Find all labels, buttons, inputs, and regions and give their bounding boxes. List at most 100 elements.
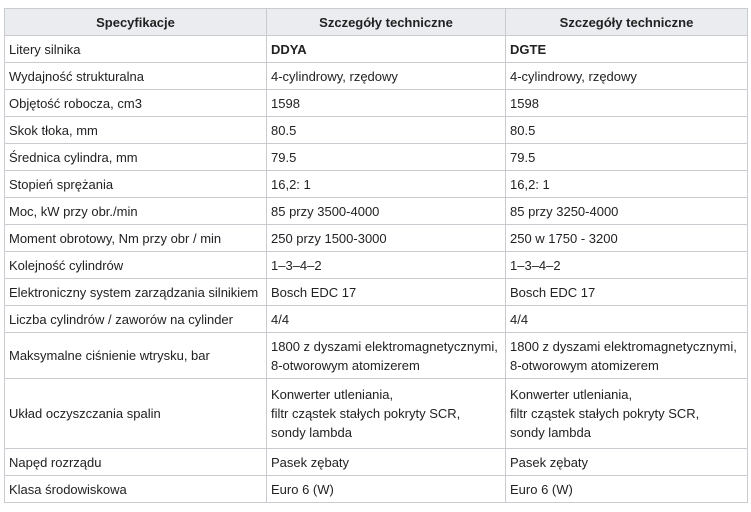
table-row: Maksymalne ciśnienie wtrysku, bar 1800 z … [4, 332, 748, 379]
spec-value-line: 250 w 1750 - 3200 [510, 230, 618, 246]
spec-value-line: Euro 6 (W) [271, 481, 334, 497]
table-header: Specyfikacje Szczegóły techniczne Szczeg… [4, 8, 748, 36]
spec-value-line: Bosch EDC 17 [271, 284, 357, 300]
table-row: Wydajność strukturalna 4-cylindrowy, rzęd… [4, 62, 748, 90]
spec-value-dgte: Konwerter utleniania, filtr cząstek stały… [505, 378, 748, 449]
table-row: Objętość robocza, cm3 1598 1598 [4, 89, 748, 117]
spec-value-line: 1–3–4–2 [510, 257, 561, 273]
spec-value-dgte: 4/4 [505, 305, 748, 333]
spec-value-line: 1800 z dyszami elektromagnetycznymi, [271, 338, 498, 354]
spec-value-dgte: 1–3–4–2 [505, 251, 748, 279]
spec-value-ddya: Bosch EDC 17 [266, 278, 506, 306]
table-row: Układ oczyszczania spalin Konwerter utlen… [4, 378, 748, 449]
spec-value-line: 80.5 [271, 122, 297, 138]
spec-value-ddya: 80.5 [266, 116, 506, 144]
header-details-ddya: Szczegóły techniczne [266, 8, 506, 36]
spec-value-line: Euro 6 (W) [510, 481, 573, 497]
spec-value-line: Bosch EDC 17 [510, 284, 596, 300]
spec-value-ddya: Euro 6 (W) [266, 475, 506, 503]
table-row: Stopień sprężania 16,2: 1 16,2: 1 [4, 170, 748, 198]
spec-value-line: 79.5 [271, 149, 297, 165]
spec-label: Elektroniczny system zarządzania silniki… [4, 278, 267, 306]
spec-value-line: sondy lambda [510, 425, 591, 440]
table-row: Napęd rozrządu Pasek zębaty Pasek zębaty [4, 448, 748, 476]
spec-value-dgte: Bosch EDC 17 [505, 278, 748, 306]
spec-value-line: Konwerter utleniania, [271, 387, 394, 402]
spec-label: Moment obrotowy, Nm przy obr / min [4, 224, 267, 252]
spec-value-line: 1800 z dyszami elektromagnetycznymi, [510, 338, 737, 354]
spec-value-ddya: Konwerter utleniania, filtr cząstek stały… [266, 378, 506, 449]
spec-value-dgte: 4-cylindrowy, rzędowy [505, 62, 748, 90]
spec-value-line: 8-otworowym atomizerem [271, 357, 420, 373]
spec-value-line: 4/4 [271, 311, 290, 327]
spec-value-dgte: 79.5 [505, 143, 748, 171]
spec-value-line: DGTE [510, 41, 547, 57]
spec-value-line: 1598 [510, 95, 539, 111]
spec-value-dgte: DGTE [505, 35, 748, 63]
spec-label: Kolejność cylindrów [4, 251, 267, 279]
spec-value-dgte: Euro 6 (W) [505, 475, 748, 503]
table-row: Litery silnika DDYA DGTE [4, 35, 748, 63]
spec-label: Objętość robocza, cm3 [4, 89, 267, 117]
spec-value-line: 4-cylindrowy, rzędowy [271, 68, 398, 84]
spec-value-dgte: 85 przy 3250-4000 [505, 197, 748, 225]
spec-value-dgte: Pasek zębaty [505, 448, 748, 476]
engine-spec-table: Specyfikacje Szczegóły techniczne Szczeg… [4, 8, 748, 503]
spec-label: Liczba cylindrów / zaworów na cylinder [4, 305, 267, 333]
spec-value-dgte: 1598 [505, 89, 748, 117]
spec-value-line: filtr cząstek stałych pokryty SCR, [510, 406, 700, 421]
table-row: Skok tłoka, mm 80.5 80.5 [4, 116, 748, 144]
spec-value-line: Pasek zębaty [271, 454, 350, 470]
spec-value-ddya: 250 przy 1500-3000 [266, 224, 506, 252]
spec-value-dgte: 16,2: 1 [505, 170, 748, 198]
spec-value-line: Pasek zębaty [510, 454, 589, 470]
spec-label: Litery silnika [4, 35, 267, 63]
spec-value-line: sondy lambda [271, 425, 352, 440]
spec-label: Średnica cylindra, mm [4, 143, 267, 171]
table-row: Klasa środowiskowa Euro 6 (W) Euro 6 (W) [4, 475, 748, 503]
spec-label: Wydajność strukturalna [4, 62, 267, 90]
spec-label: Klasa środowiskowa [4, 475, 267, 503]
spec-value-dgte: 80.5 [505, 116, 748, 144]
spec-value-line: Konwerter utleniania, [510, 387, 633, 402]
spec-value-ddya: 1–3–4–2 [266, 251, 506, 279]
spec-value-dgte: 250 w 1750 - 3200 [505, 224, 748, 252]
spec-value-line: 4-cylindrowy, rzędowy [510, 68, 637, 84]
spec-value-line: filtr cząstek stałych pokryty SCR, [271, 406, 461, 421]
spec-value-ddya: Pasek zębaty [266, 448, 506, 476]
spec-value-ddya: 16,2: 1 [266, 170, 506, 198]
spec-value-ddya: 1800 z dyszami elektromagnetycznymi, 8-ot… [266, 332, 506, 379]
spec-value-ddya: 85 przy 3500-4000 [266, 197, 506, 225]
spec-value-ddya: 4-cylindrowy, rzędowy [266, 62, 506, 90]
header-row: Specyfikacje Szczegóły techniczne Szczeg… [4, 8, 748, 36]
spec-value-line: 4/4 [510, 311, 529, 327]
spec-value-line: 16,2: 1 [510, 176, 550, 192]
spec-label: Moc, kW przy obr./min [4, 197, 267, 225]
spec-value-line: 85 przy 3250-4000 [510, 203, 619, 219]
spec-value-ddya: 79.5 [266, 143, 506, 171]
spec-label: Maksymalne ciśnienie wtrysku, bar [4, 332, 267, 379]
table-row: Moc, kW przy obr./min 85 przy 3500-4000 85… [4, 197, 748, 225]
spec-value-line: 79.5 [510, 149, 536, 165]
table-row: Moment obrotowy, Nm przy obr / min 250 pr… [4, 224, 748, 252]
table-row: Średnica cylindra, mm 79.5 79.5 [4, 143, 748, 171]
spec-value-line: 80.5 [510, 122, 536, 138]
table-body: Litery silnika DDYA DGTE Wydajność struktur… [4, 35, 748, 503]
table-row: Elektroniczny system zarządzania silniki… [4, 278, 748, 306]
spec-value-dgte: 1800 z dyszami elektromagnetycznymi, 8-ot… [505, 332, 748, 379]
spec-label: Stopień sprężania [4, 170, 267, 198]
spec-label: Napęd rozrządu [4, 448, 267, 476]
header-details-dgte: Szczegóły techniczne [505, 8, 748, 36]
spec-value-line: 250 przy 1500-3000 [271, 230, 387, 246]
spec-label: Układ oczyszczania spalin [4, 378, 267, 449]
spec-value-line: 85 przy 3500-4000 [271, 203, 380, 219]
spec-value-line: 8-otworowym atomizerem [510, 357, 659, 373]
spec-value-line: 1–3–4–2 [271, 257, 322, 273]
spec-value-line: 16,2: 1 [271, 176, 311, 192]
spec-value-ddya: DDYA [266, 35, 506, 63]
spec-label: Skok tłoka, mm [4, 116, 267, 144]
spec-value-ddya: 1598 [266, 89, 506, 117]
spec-value-line: 1598 [271, 95, 300, 111]
spec-value-ddya: 4/4 [266, 305, 506, 333]
spec-value-line: DDYA [271, 41, 307, 57]
